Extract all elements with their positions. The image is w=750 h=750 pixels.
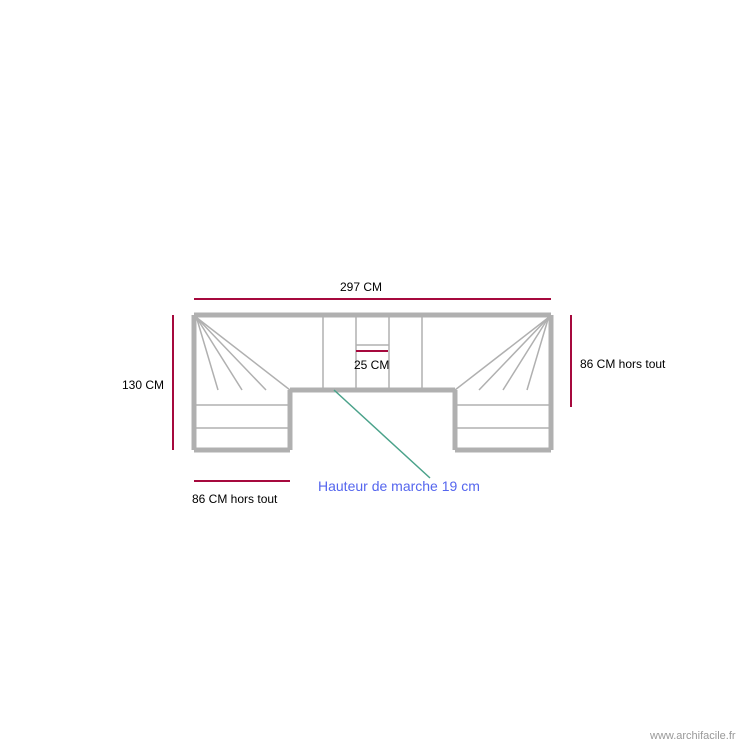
label-height: 130 CM: [122, 378, 164, 392]
stair-plan-svg: [0, 0, 750, 750]
label-left-flight: 86 CM hors tout: [192, 492, 277, 506]
watermark: www.archifacile.fr: [650, 730, 736, 742]
label-right-flight: 86 CM hors tout: [580, 357, 665, 371]
label-riser-height: Hauteur de marche 19 cm: [318, 478, 480, 494]
dim-line-step-width: [356, 350, 388, 352]
dim-line-bottom-left: [194, 480, 290, 482]
dim-line-right: [570, 315, 572, 407]
label-step-width: 25 CM: [354, 358, 389, 372]
dim-line-top: [194, 298, 551, 300]
label-width: 297 CM: [340, 280, 382, 294]
dim-line-left: [172, 315, 174, 450]
